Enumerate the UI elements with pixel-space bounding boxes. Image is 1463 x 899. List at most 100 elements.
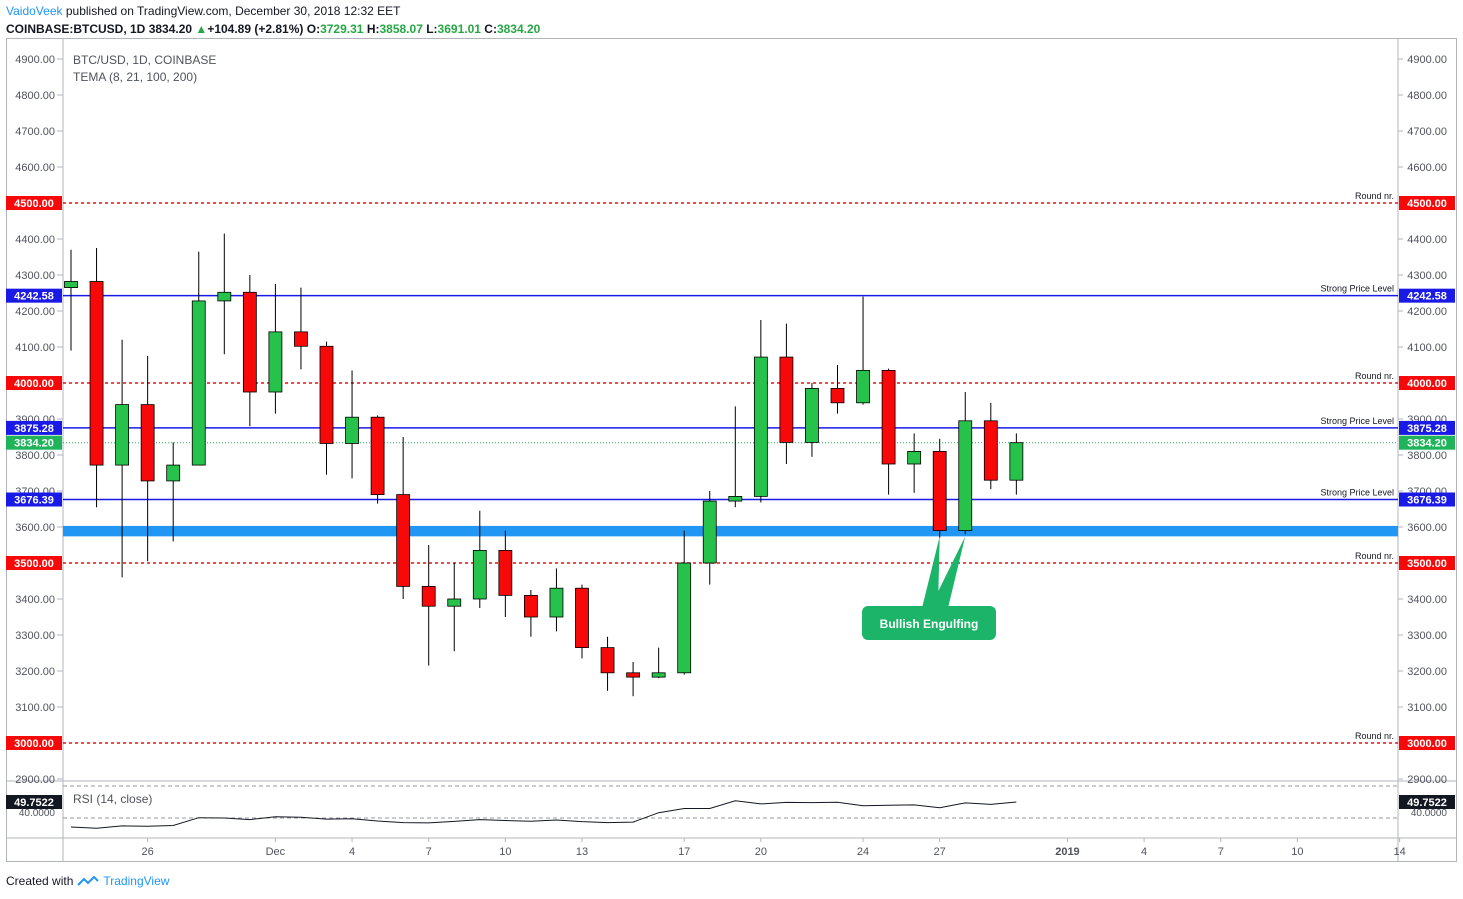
y-tick-label-left: 3400.00 [15, 594, 55, 606]
candle-body [166, 464, 181, 482]
x-tick-label: 26 [142, 846, 154, 858]
y-tick-label-left: 4100.00 [15, 342, 55, 354]
candle-body [856, 369, 870, 404]
close-label: C: [484, 22, 497, 36]
footer: Created with TradingView [6, 874, 169, 888]
x-tick-label: 24 [857, 846, 869, 858]
x-tick-label: 2019 [1055, 846, 1079, 858]
legend-indicator[interactable]: TEMA (8, 21, 100, 200) [73, 70, 198, 84]
y-tick-label-left: 3300.00 [15, 630, 55, 642]
candle-body [140, 404, 155, 482]
close-value: 3834.20 [496, 22, 541, 36]
x-tick-label: 7 [1218, 846, 1224, 858]
callout-pointer [922, 536, 940, 608]
low-label: L: [426, 22, 438, 36]
candle-body [779, 356, 794, 443]
level-note: Strong Price Level [1320, 284, 1394, 294]
tradingview-logo-icon [77, 875, 100, 886]
x-tick-label: 27 [934, 846, 946, 858]
rsi-tick-left: 40.0000 [19, 808, 56, 819]
candle-body [89, 281, 104, 466]
candle-body [983, 420, 998, 481]
chart-header: VaidoVeek published on TradingView.com, … [0, 0, 1463, 40]
price-tag-right-text: 4000.00 [1407, 378, 1447, 390]
candle-body [319, 345, 334, 444]
footer-brand[interactable]: TradingView [103, 874, 170, 888]
price-tag-left-text: 4000.00 [14, 378, 54, 390]
y-tick-label-right: 3300.00 [1407, 630, 1447, 642]
y-tick-label-left: 3800.00 [15, 450, 55, 462]
price-tag-left [6, 196, 62, 210]
publish-text: published on TradingView.com, December 3… [65, 4, 401, 18]
y-tick-label-left: 3600.00 [15, 522, 55, 534]
candle-body [191, 300, 206, 466]
y-tick-label-right: 3600.00 [1407, 522, 1447, 534]
bullish-engulfing-callout: Bullish Engulfing [862, 536, 996, 640]
candle-body [907, 450, 922, 465]
level-note: Round nr. [1355, 731, 1394, 741]
price-tag-left-text: 3000.00 [14, 738, 54, 750]
candle-body [702, 500, 717, 564]
candle-body [549, 587, 564, 618]
y-tick-label-left: 4900.00 [15, 54, 55, 66]
candle-body [524, 595, 538, 618]
candle-body [421, 586, 436, 607]
price-tag-right [1399, 736, 1455, 750]
x-tick-label: 14 [1393, 846, 1405, 858]
y-tick-label-left: 4300.00 [15, 270, 55, 282]
open-label: O: [306, 22, 321, 36]
price-tag-right-text: 3676.39 [1407, 494, 1447, 506]
price-tag-left-text: 3500.00 [14, 558, 54, 570]
y-tick-label-right: 3400.00 [1407, 594, 1447, 606]
y-tick-label-right: 2900.00 [1407, 774, 1447, 786]
candle-body [242, 291, 257, 393]
last-price-tag-left-text: 3834.20 [14, 438, 54, 450]
callout-label: Bullish Engulfing [880, 617, 979, 631]
y-tick-label-right: 4100.00 [1407, 342, 1447, 354]
candle-body [294, 331, 308, 347]
callout-pointer [930, 536, 966, 608]
x-tick-label: 7 [426, 846, 432, 858]
x-tick-label: 13 [576, 846, 588, 858]
level-note: Strong Price Level [1320, 416, 1394, 426]
y-tick-label-left: 4600.00 [15, 162, 55, 174]
symbol-label: COINBASE:BTCUSD, 1D [6, 22, 146, 36]
x-tick-label: 4 [349, 846, 355, 858]
candle-body [472, 550, 487, 600]
legend-title: BTC/USD, 1D, COINBASE [73, 53, 217, 67]
level-note: Round nr. [1355, 551, 1394, 561]
x-tick-label: 10 [1291, 846, 1303, 858]
high-value: 3858.07 [379, 22, 423, 36]
price-tag-right-text: 3000.00 [1407, 738, 1447, 750]
candle-body [677, 562, 692, 674]
rsi-line [70, 800, 1017, 829]
level-note: Round nr. [1355, 371, 1394, 381]
chart-legend: BTC/USD, 1D, COINBASE TEMA (8, 21, 100, … [73, 52, 216, 86]
y-tick-label-right: 4300.00 [1407, 270, 1447, 282]
candle-body [881, 369, 896, 465]
change-arrow-icon: ▲ [195, 22, 208, 36]
x-tick-label: 10 [499, 846, 511, 858]
y-tick-label-right: 4600.00 [1407, 162, 1447, 174]
price-tag-left [6, 288, 62, 303]
candle-body [370, 416, 385, 496]
y-tick-label-right: 4800.00 [1407, 90, 1447, 102]
y-tick-label-left: 4400.00 [15, 234, 55, 246]
rsi-legend[interactable]: RSI (14, close) [73, 792, 153, 806]
price-tag-left [6, 420, 62, 435]
price-tag-left [6, 736, 62, 750]
price-tag-right-text: 3500.00 [1407, 558, 1447, 570]
price-tag-right [1399, 288, 1455, 303]
author-link[interactable]: VaidoVeek [6, 4, 63, 18]
candle-body [396, 494, 411, 587]
candle-body [651, 672, 666, 678]
y-tick-label-right: 3800.00 [1407, 450, 1447, 462]
price-tag-right-text: 4500.00 [1407, 198, 1447, 210]
ohlc-line: COINBASE:BTCUSD, 1D 3834.20 ▲+104.89 (+2… [6, 22, 540, 36]
price-tag-left-text: 3875.28 [14, 423, 54, 435]
price-tag-right-text: 4242.58 [1407, 291, 1447, 303]
x-tick-label: 20 [755, 846, 767, 858]
candle-body [345, 416, 359, 444]
last-price-tag-right-text: 3834.20 [1407, 438, 1447, 450]
